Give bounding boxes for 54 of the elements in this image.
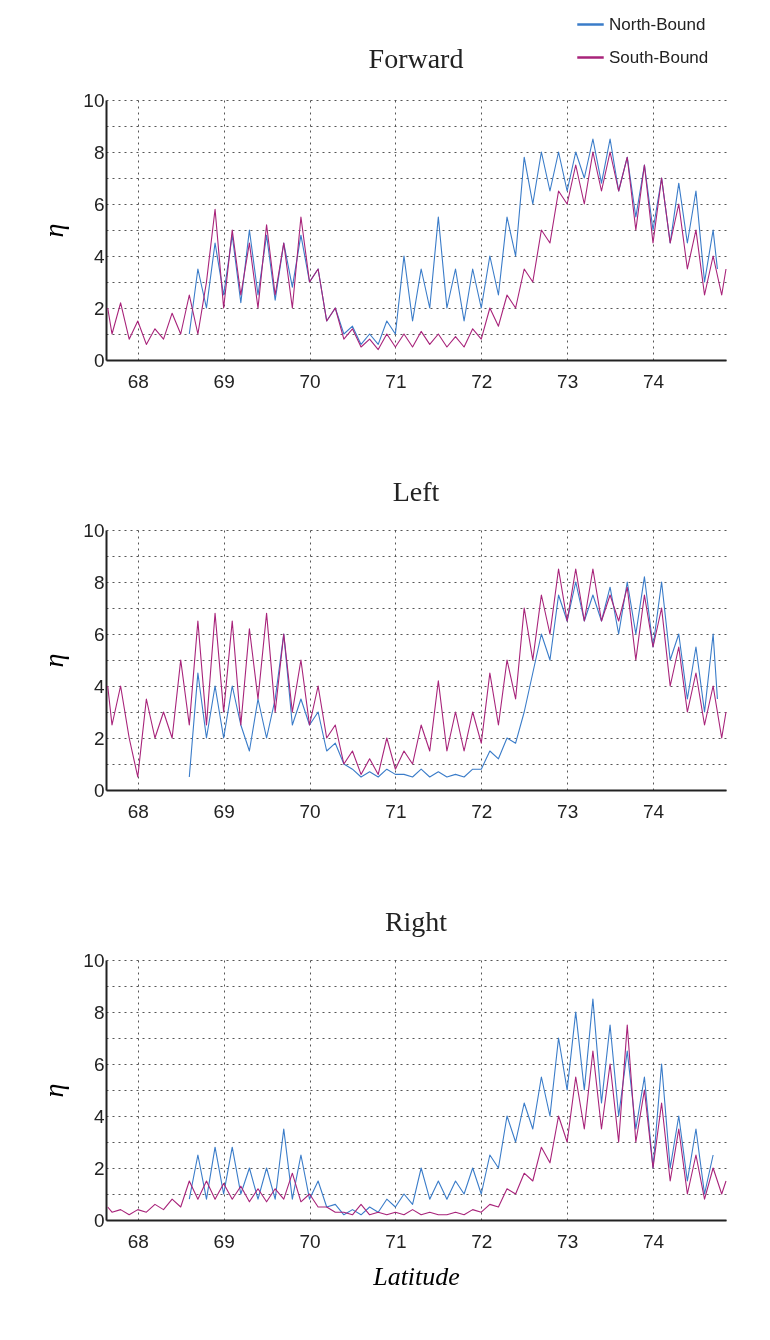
x-tick-label: 72 bbox=[471, 1230, 493, 1252]
line-series bbox=[107, 1024, 727, 1216]
x-tick-label: 71 bbox=[385, 370, 407, 392]
x-tick-label: 69 bbox=[213, 1230, 235, 1252]
x-tick-label: 68 bbox=[127, 370, 149, 392]
y-tick-label: 2 bbox=[93, 297, 105, 319]
y-tick-label: 6 bbox=[93, 193, 105, 215]
chart-title: Right bbox=[384, 906, 448, 937]
x-tick-label: 71 bbox=[385, 1230, 407, 1252]
line-series bbox=[107, 568, 727, 778]
x-tick-label: 68 bbox=[127, 800, 149, 822]
y-tick-label: 0 bbox=[93, 1209, 105, 1231]
x-tick-label: 74 bbox=[642, 1230, 665, 1252]
y-tick-label: 2 bbox=[93, 1157, 105, 1179]
y-axis-title: η bbox=[38, 1083, 70, 1098]
y-tick-label: 6 bbox=[93, 623, 105, 645]
x-tick-label: 73 bbox=[557, 1230, 579, 1252]
legend-label: South-Bound bbox=[609, 47, 709, 67]
line-series bbox=[188, 138, 718, 345]
y-axis-title: η bbox=[38, 223, 70, 238]
line-series bbox=[107, 151, 727, 351]
legend-label: North-Bound bbox=[609, 14, 706, 34]
line-series bbox=[188, 576, 718, 778]
y-tick-label: 10 bbox=[83, 519, 105, 541]
x-tick-label: 71 bbox=[385, 800, 407, 822]
y-tick-label: 0 bbox=[93, 349, 105, 371]
y-tick-label: 8 bbox=[93, 141, 105, 163]
x-tick-label: 73 bbox=[557, 370, 579, 392]
y-tick-label: 4 bbox=[93, 675, 105, 697]
x-tick-label: 70 bbox=[299, 370, 321, 392]
y-tick-label: 0 bbox=[93, 779, 105, 801]
y-tick-label: 8 bbox=[93, 1001, 105, 1023]
x-tick-label: 74 bbox=[642, 370, 665, 392]
chart-title: Left bbox=[392, 476, 440, 507]
y-tick-label: 2 bbox=[93, 727, 105, 749]
y-tick-label: 8 bbox=[93, 571, 105, 593]
x-tick-label: 72 bbox=[471, 370, 493, 392]
y-tick-label: 6 bbox=[93, 1053, 105, 1075]
x-tick-label: 70 bbox=[299, 800, 321, 822]
y-tick-label: 10 bbox=[83, 949, 105, 971]
chart-title: Forward bbox=[368, 43, 464, 74]
x-tick-label: 68 bbox=[127, 1230, 149, 1252]
y-tick-label: 4 bbox=[93, 245, 105, 267]
y-axis-title: η bbox=[38, 653, 70, 668]
x-tick-label: 69 bbox=[213, 370, 235, 392]
x-axis-title: Latitude bbox=[372, 1261, 460, 1291]
line-series bbox=[188, 998, 714, 1216]
x-tick-label: 69 bbox=[213, 800, 235, 822]
x-tick-label: 74 bbox=[642, 800, 665, 822]
x-tick-label: 70 bbox=[299, 1230, 321, 1252]
x-tick-label: 72 bbox=[471, 800, 493, 822]
y-tick-label: 4 bbox=[93, 1105, 105, 1127]
y-tick-label: 10 bbox=[83, 89, 105, 111]
x-tick-label: 73 bbox=[557, 800, 579, 822]
